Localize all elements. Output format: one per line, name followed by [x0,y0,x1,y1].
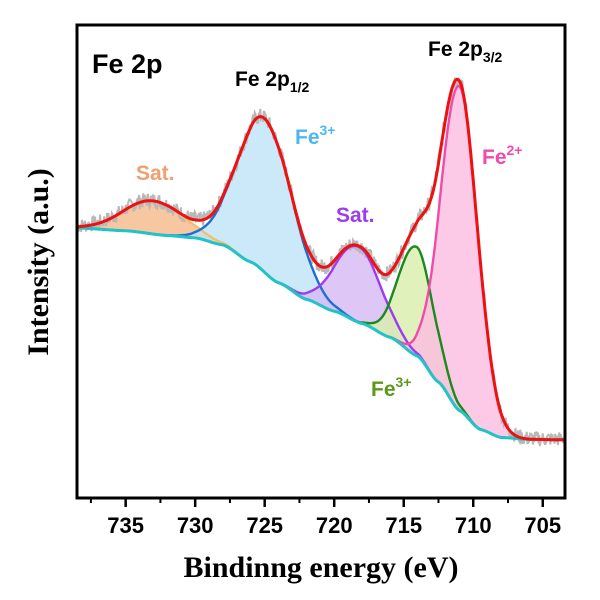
label-sat-733: Sat. [136,162,175,185]
component-fill-0 [77,200,565,440]
label-fe-2p-three-half: Fe 2p3/2 [428,38,503,65]
label-fe2: Fe2+ [482,142,522,169]
x-tick-label: 715 [385,513,422,538]
label-fe3-725-sup: 3+ [320,122,336,138]
label-fe3-714-sup: 3+ [396,374,412,390]
label-fe3-725: Fe3+ [295,122,335,149]
plot-frame [75,23,567,500]
x-tick-label: 720 [316,513,353,538]
label-fe2-sup: 2+ [507,142,523,158]
x-axis-label: Bindinng energy (eV) [183,551,458,584]
label-fe-2p-three-half-sub: 3/2 [483,49,503,65]
x-tick-label: 705 [524,513,561,538]
envelope-line [76,77,565,442]
y-axis-label: Intensity (a.u.) [22,168,55,356]
x-tick-label: 710 [455,513,492,538]
x-tick-label: 725 [246,513,283,538]
background-line [76,226,565,442]
label-fe-2p-three-half-main: Fe 2p [428,38,483,61]
x-tick-label: 730 [177,513,214,538]
label-fe3-725-main: Fe [295,126,320,149]
label-fe-2p-half: Fe 2p1/2 [235,68,310,95]
x-tick-label: 735 [107,513,144,538]
x-axis-ticks: 735 730 725 720 715 710 705 [89,498,561,538]
label-fe-2p-half-sub: 1/2 [290,79,310,95]
label-fe-2p-half-main: Fe 2p [235,68,290,91]
label-fe2-main: Fe [482,146,507,169]
panel-label: Fe 2p [92,49,163,79]
label-fe3-714-main: Fe [371,378,396,401]
label-sat-718: Sat. [336,204,375,227]
component-lines [76,77,565,442]
label-fe3-714: Fe3+ [371,374,411,401]
